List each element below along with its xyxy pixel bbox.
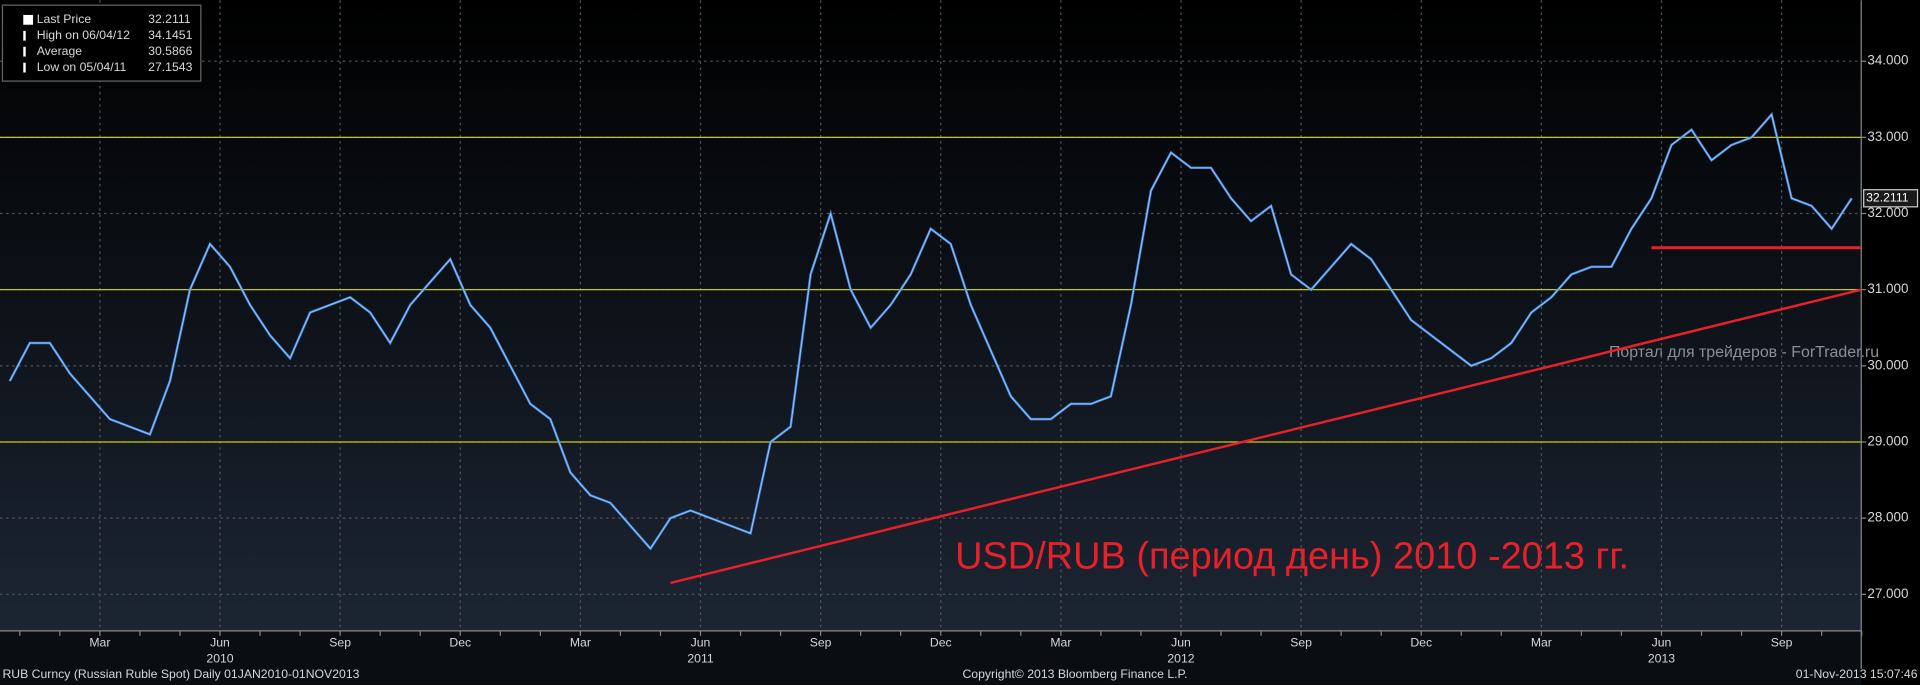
x-tick-label: Jun [1652, 635, 1672, 649]
x-tick-label: Sep [1290, 635, 1312, 649]
x-tick-label: Jun [1171, 635, 1191, 649]
x-tick-label: Sep [1771, 635, 1793, 649]
footer-text: 01-Nov-2013 15:07:46 [1796, 667, 1918, 681]
last-price-box [1863, 189, 1919, 208]
legend-name: High on 06/04/12 [37, 28, 130, 42]
legend-value: 32.2111 [148, 12, 191, 26]
x-tick-label: Dec [1410, 635, 1432, 649]
y-tick-label: 28.000 [1867, 510, 1908, 525]
legend-value: 30.5866 [148, 44, 192, 58]
watermark: Портал для трейдеров - ForTrader.ru [1609, 344, 1879, 361]
y-tick-label: 27.000 [1867, 586, 1908, 601]
legend-value: 27.1543 [148, 60, 192, 74]
x-tick-label: Mar [1050, 635, 1071, 649]
x-tick-label: Sep [329, 635, 351, 649]
x-axis-bg [0, 630, 1862, 685]
year-label: 2011 [687, 651, 714, 665]
year-label: 2012 [1167, 651, 1194, 665]
plot-bg [0, 0, 1862, 631]
year-label: 2010 [206, 651, 233, 665]
x-tick-label: Mar [1531, 635, 1552, 649]
legend-box [1, 4, 202, 82]
x-tick-label: Dec [930, 635, 952, 649]
trend-line [670, 288, 1862, 585]
last-price-label: 32.2111 [1866, 191, 1909, 205]
y-tick-label: 29.000 [1867, 434, 1908, 449]
legend-icon [23, 14, 34, 25]
legend-name: Last Price [37, 12, 92, 26]
legend-name: Average [37, 44, 83, 58]
y-tick-label: 33.000 [1867, 129, 1908, 144]
axis-bg [1861, 0, 1920, 685]
legend-icon [23, 62, 26, 73]
x-tick-label: Jun [691, 635, 711, 649]
footer-text: RUB Curncy (Russian Ruble Spot) Daily 01… [2, 667, 359, 681]
legend-value: 34.1451 [148, 28, 192, 42]
year-label: 2013 [1648, 651, 1675, 665]
legend-name: Low on 05/04/11 [37, 60, 127, 74]
y-tick-label: 30.000 [1867, 357, 1908, 372]
x-tick-label: Jun [210, 635, 230, 649]
legend-icon [23, 46, 26, 57]
y-tick-label: 32.000 [1867, 205, 1908, 220]
legend-icon [23, 30, 26, 41]
x-tick-label: Mar [570, 635, 591, 649]
y-tick-label: 31.000 [1867, 281, 1908, 296]
x-tick-label: Dec [449, 635, 471, 649]
x-tick-label: Sep [810, 635, 832, 649]
footer-text: Copyright© 2013 Bloomberg Finance L.P. [962, 667, 1187, 681]
x-tick-label: Mar [89, 635, 110, 649]
price-line-highlight [9, 113, 1852, 550]
y-tick-label: 34.000 [1867, 53, 1908, 68]
chart-title: USD/RUB (период день) 2010 -2013 гг. [955, 536, 1629, 578]
